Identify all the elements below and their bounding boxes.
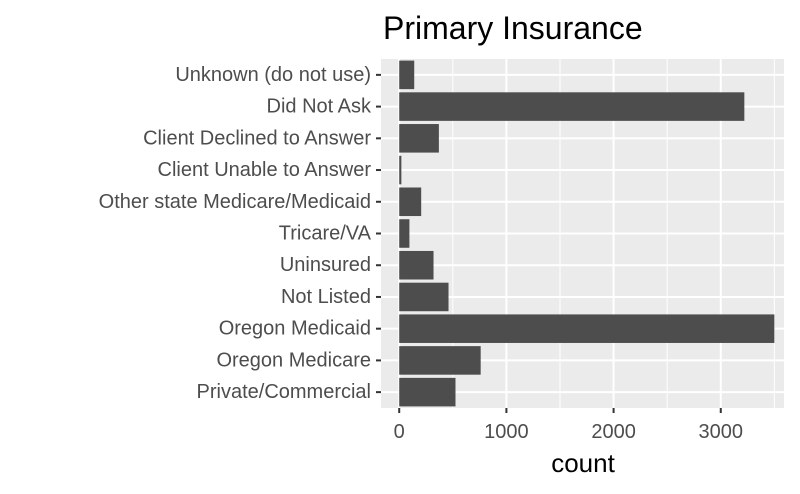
- bar: [399, 219, 410, 248]
- y-tick-label: Private/Commercial: [197, 381, 371, 403]
- chart-title: Primary Insurance: [383, 10, 643, 46]
- x-tick-label: 2000: [591, 421, 636, 443]
- y-axis: Unknown (do not use) Did Not Ask Client De…: [99, 64, 381, 403]
- x-tick-label: 1000: [484, 421, 529, 443]
- bar: [399, 60, 415, 90]
- y-tick-label: Oregon Medicare: [216, 349, 371, 371]
- bar: [399, 187, 422, 217]
- y-tick-label: Client Declined to Answer: [143, 127, 371, 149]
- y-tick-label: Not Listed: [281, 286, 371, 308]
- y-tick-label: Oregon Medicaid: [219, 318, 371, 340]
- bar: [399, 250, 434, 280]
- bar: [399, 346, 481, 375]
- x-tick-label: 3000: [699, 421, 744, 443]
- bar: [399, 282, 449, 312]
- x-axis: 0 1000 2000 3000: [394, 408, 743, 443]
- bars: [399, 60, 775, 407]
- y-tick-label: Uninsured: [280, 254, 371, 276]
- bar: [399, 124, 439, 153]
- bar: [399, 92, 745, 121]
- y-tick-label: Unknown (do not use): [175, 64, 371, 86]
- y-tick-label: Other state Medicare/Medicaid: [99, 191, 371, 213]
- x-axis-label: count: [551, 448, 615, 478]
- x-tick-label: 0: [394, 421, 405, 443]
- y-tick-label: Did Not Ask: [267, 96, 372, 118]
- bar: [399, 155, 402, 185]
- bar: [399, 377, 456, 407]
- y-tick-label: Tricare/VA: [279, 223, 372, 245]
- bar: [399, 314, 775, 343]
- y-tick-label: Client Unable to Answer: [158, 159, 372, 181]
